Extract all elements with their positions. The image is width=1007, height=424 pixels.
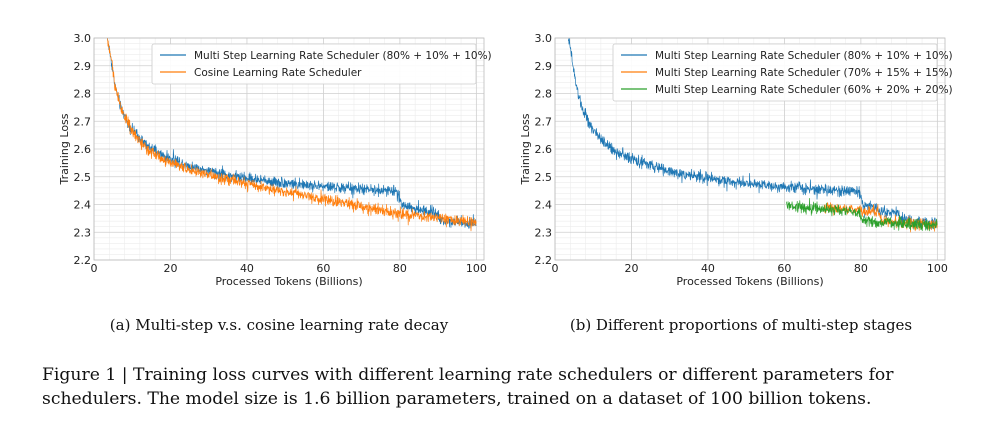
charts-canvas: 0 20 40 60 80 100 2.2 2.3 2.4 2.5 2.6 2.7 2.8 2.9 3.0 P… xyxy=(58,32,953,288)
y-tick-label: 2.4 xyxy=(74,199,92,212)
legend-label: Multi Step Learning Rate Scheduler (70% … xyxy=(655,67,953,79)
legend-label: Multi Step Learning Rate Scheduler (60% … xyxy=(655,84,953,96)
x-tick-label: 0 xyxy=(91,262,98,275)
y-tick-label: 2.3 xyxy=(535,226,553,239)
x-tick-label: 40 xyxy=(240,262,254,275)
legend-box xyxy=(612,43,938,102)
series-line-a-0 xyxy=(107,38,477,229)
series-group xyxy=(107,38,477,232)
x-tick-label: 80 xyxy=(393,262,407,275)
y-tick-label: 2.8 xyxy=(535,88,553,101)
axes-frame xyxy=(93,37,485,261)
legend-label: Multi Step Learning Rate Scheduler (80% … xyxy=(655,50,953,62)
y-tick-label: 2.9 xyxy=(74,60,92,73)
x-tick-label: 60 xyxy=(777,262,791,275)
y-tick-label: 2.3 xyxy=(74,226,92,239)
figure-caption: Figure 1 | Training loss curves with dif… xyxy=(42,365,894,409)
y-tick-label: 2.2 xyxy=(74,254,92,267)
x-tick-label: 40 xyxy=(701,262,715,275)
y-tick-label: 2.6 xyxy=(74,143,92,156)
subcaption-a: (a) Multi-step v.s. cosine learning rate… xyxy=(109,316,449,334)
y-tick-label: 3.0 xyxy=(535,32,553,45)
chart-b: 0 20 40 60 80 100 2.2 2.3 2.4 2.5 2.6 2.7 2.8 2.9 3.0 P… xyxy=(519,32,953,288)
y-tick-label: 2.5 xyxy=(74,171,92,184)
subcaption-b: (b) Different proportions of multi-step … xyxy=(569,316,913,334)
legend: Multi Step Learning Rate Scheduler (80% … xyxy=(612,43,953,102)
legend-label: Multi Step Learning Rate Scheduler (80% … xyxy=(194,50,492,62)
series-line-a-1 xyxy=(107,38,477,232)
chart-a: 0 20 40 60 80 100 2.2 2.3 2.4 2.5 2.6 2.7 2.8 2.9 3.0 P… xyxy=(58,32,492,288)
x-tick-label: 80 xyxy=(854,262,868,275)
legend-box xyxy=(151,43,477,85)
x-tick-label: 60 xyxy=(316,262,330,275)
x-axis-label: Processed Tokens (Billions) xyxy=(215,275,362,288)
series-group xyxy=(568,38,938,233)
series-line-b-2 xyxy=(785,197,938,232)
series-line-b-0 xyxy=(568,38,938,230)
y-tick-label: 2.7 xyxy=(535,115,553,128)
legend: Multi Step Learning Rate Scheduler (80% … xyxy=(151,43,492,85)
x-tick-label: 20 xyxy=(624,262,638,275)
x-tick-label: 20 xyxy=(163,262,177,275)
legend-label: Cosine Learning Rate Scheduler xyxy=(194,67,362,79)
y-tick-label: 2.4 xyxy=(535,199,553,212)
y-tick-label: 2.9 xyxy=(535,60,553,73)
y-tick-label: 2.6 xyxy=(535,143,553,156)
x-axis-label: Processed Tokens (Billions) xyxy=(676,275,823,288)
y-tick-label: 2.8 xyxy=(74,88,92,101)
axes-frame xyxy=(554,37,946,261)
x-tick-label: 0 xyxy=(552,262,559,275)
y-axis-label: Training Loss xyxy=(519,113,532,185)
y-axis-label: Training Loss xyxy=(58,113,71,185)
x-tick-label: 100 xyxy=(466,262,487,275)
y-tick-label: 2.2 xyxy=(535,254,553,267)
y-tick-label: 3.0 xyxy=(74,32,92,45)
y-tick-label: 2.7 xyxy=(74,115,92,128)
y-tick-label: 2.5 xyxy=(535,171,553,184)
x-tick-label: 100 xyxy=(927,262,948,275)
